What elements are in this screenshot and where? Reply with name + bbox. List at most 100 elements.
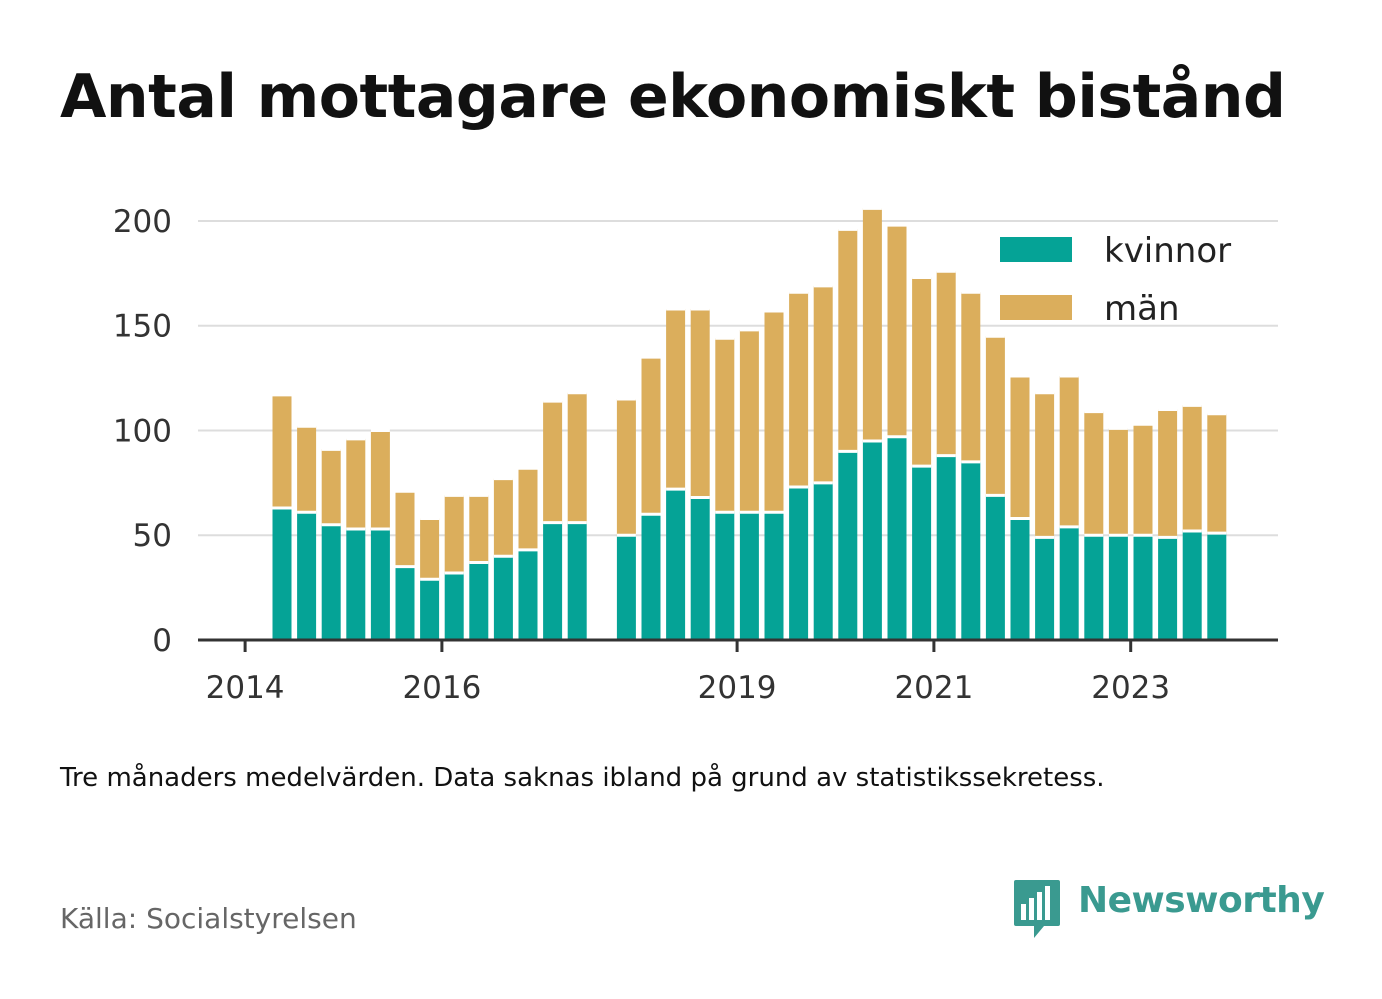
bar-man [1158, 409, 1178, 538]
bar-man [862, 208, 882, 441]
bar-kvinnor [690, 497, 710, 640]
bar-kvinnor [789, 487, 809, 640]
bar-kvinnor [764, 512, 784, 640]
chart-note: Tre månaders medelvärden. Data saknas ib… [60, 763, 1105, 793]
bar-kvinnor [1182, 531, 1202, 640]
bar-man [567, 392, 587, 523]
bar-kvinnor [297, 512, 317, 640]
x-tick-label: 2023 [1091, 670, 1170, 706]
y-tick-label: 100 [113, 413, 172, 449]
bar-man [715, 338, 735, 513]
bar-man [1010, 376, 1030, 519]
bar-man [887, 225, 907, 437]
y-tick-label: 200 [113, 204, 172, 240]
bar-kvinnor [813, 482, 833, 640]
bar-kvinnor [567, 522, 587, 640]
bar-kvinnor [1108, 535, 1128, 640]
axes: 0 50 100 150 200 2014 2016 2019 2021 2023 [113, 204, 1278, 706]
bar-kvinnor [961, 461, 981, 640]
bar-kvinnor [616, 535, 636, 640]
source-credit: Källa: Socialstyrelsen [60, 902, 357, 935]
bar-man [1035, 392, 1055, 538]
legend-swatch-kvinnor [1000, 237, 1072, 262]
chart: 0 50 100 150 200 2014 2016 2019 2021 2023 kvinnor… [113, 204, 1278, 706]
bar-man [641, 357, 661, 515]
bar-man [961, 292, 981, 462]
x-tick-label: 2016 [402, 670, 481, 706]
bar-man [1059, 376, 1079, 527]
newsworthy-logo-icon [1014, 880, 1060, 938]
x-tick-label: 2014 [206, 670, 285, 706]
y-tick-label: 0 [152, 623, 172, 659]
bar-kvinnor [838, 451, 858, 640]
bar-kvinnor [1133, 535, 1153, 640]
bar-man [518, 468, 538, 550]
bar-kvinnor [543, 522, 563, 640]
bar-man [493, 478, 513, 557]
bar-man [444, 495, 464, 573]
bar-kvinnor [985, 495, 1005, 640]
x-tick-label: 2021 [894, 670, 973, 706]
bar-kvinnor [641, 514, 661, 640]
bar-kvinnor [715, 512, 735, 640]
bar-man [420, 518, 440, 580]
y-tick-label: 150 [113, 309, 172, 345]
bar-kvinnor [518, 549, 538, 640]
y-tick-label: 50 [133, 518, 172, 554]
bar-kvinnor [370, 528, 390, 640]
bar-kvinnor [420, 579, 440, 640]
bar-kvinnor [1084, 535, 1104, 640]
bar-man [469, 495, 489, 563]
bar-man [616, 399, 636, 536]
bar-kvinnor [887, 436, 907, 640]
bar-man [395, 491, 415, 567]
bar-kvinnor [739, 512, 759, 640]
bar-kvinnor [444, 572, 464, 640]
bar-man [1207, 413, 1227, 534]
legend-swatch-man [1000, 295, 1072, 320]
chart-title: Antal mottagare ekonomiskt bistånd [60, 62, 1286, 132]
bar-man [789, 292, 809, 488]
x-tick-label: 2019 [698, 670, 777, 706]
bar-kvinnor [469, 562, 489, 640]
bar-kvinnor [1207, 533, 1227, 640]
bar-man [764, 311, 784, 513]
bar-kvinnor [666, 489, 686, 640]
bar-man [272, 394, 292, 508]
bar-man [985, 336, 1005, 496]
bar-man [1182, 405, 1202, 532]
bar-kvinnor [912, 466, 932, 640]
bar-kvinnor [321, 524, 341, 640]
bar-man [321, 449, 341, 525]
bar-kvinnor [395, 566, 415, 640]
bar-man [912, 277, 932, 467]
bar-man [838, 229, 858, 452]
bar-man [690, 308, 710, 498]
legend: kvinnor män [1000, 231, 1231, 329]
bar-man [297, 426, 317, 513]
bar-man [1084, 411, 1104, 536]
bar-man [1108, 428, 1128, 536]
bar-man [346, 438, 366, 529]
brand-name: Newsworthy [1078, 880, 1325, 921]
bar-man [543, 401, 563, 523]
bar-kvinnor [1010, 518, 1030, 640]
bar-man [936, 271, 956, 456]
bar-kvinnor [862, 440, 882, 640]
bar-kvinnor [1158, 537, 1178, 640]
bar-kvinnor [346, 528, 366, 640]
bar-kvinnor [493, 556, 513, 640]
bar-man [1133, 424, 1153, 536]
bar-kvinnor [936, 455, 956, 640]
bar-kvinnor [272, 508, 292, 640]
bars [272, 206, 1227, 640]
bar-man [666, 308, 686, 490]
bar-man [813, 285, 833, 483]
bar-man [739, 329, 759, 513]
newsworthy-brand[interactable]: Newsworthy [1012, 878, 1325, 942]
bar-man [370, 430, 390, 529]
bar-kvinnor [1035, 537, 1055, 640]
legend-label-kvinnor: kvinnor [1104, 231, 1231, 271]
legend-label-man: män [1104, 289, 1180, 329]
bar-kvinnor [1059, 526, 1079, 640]
